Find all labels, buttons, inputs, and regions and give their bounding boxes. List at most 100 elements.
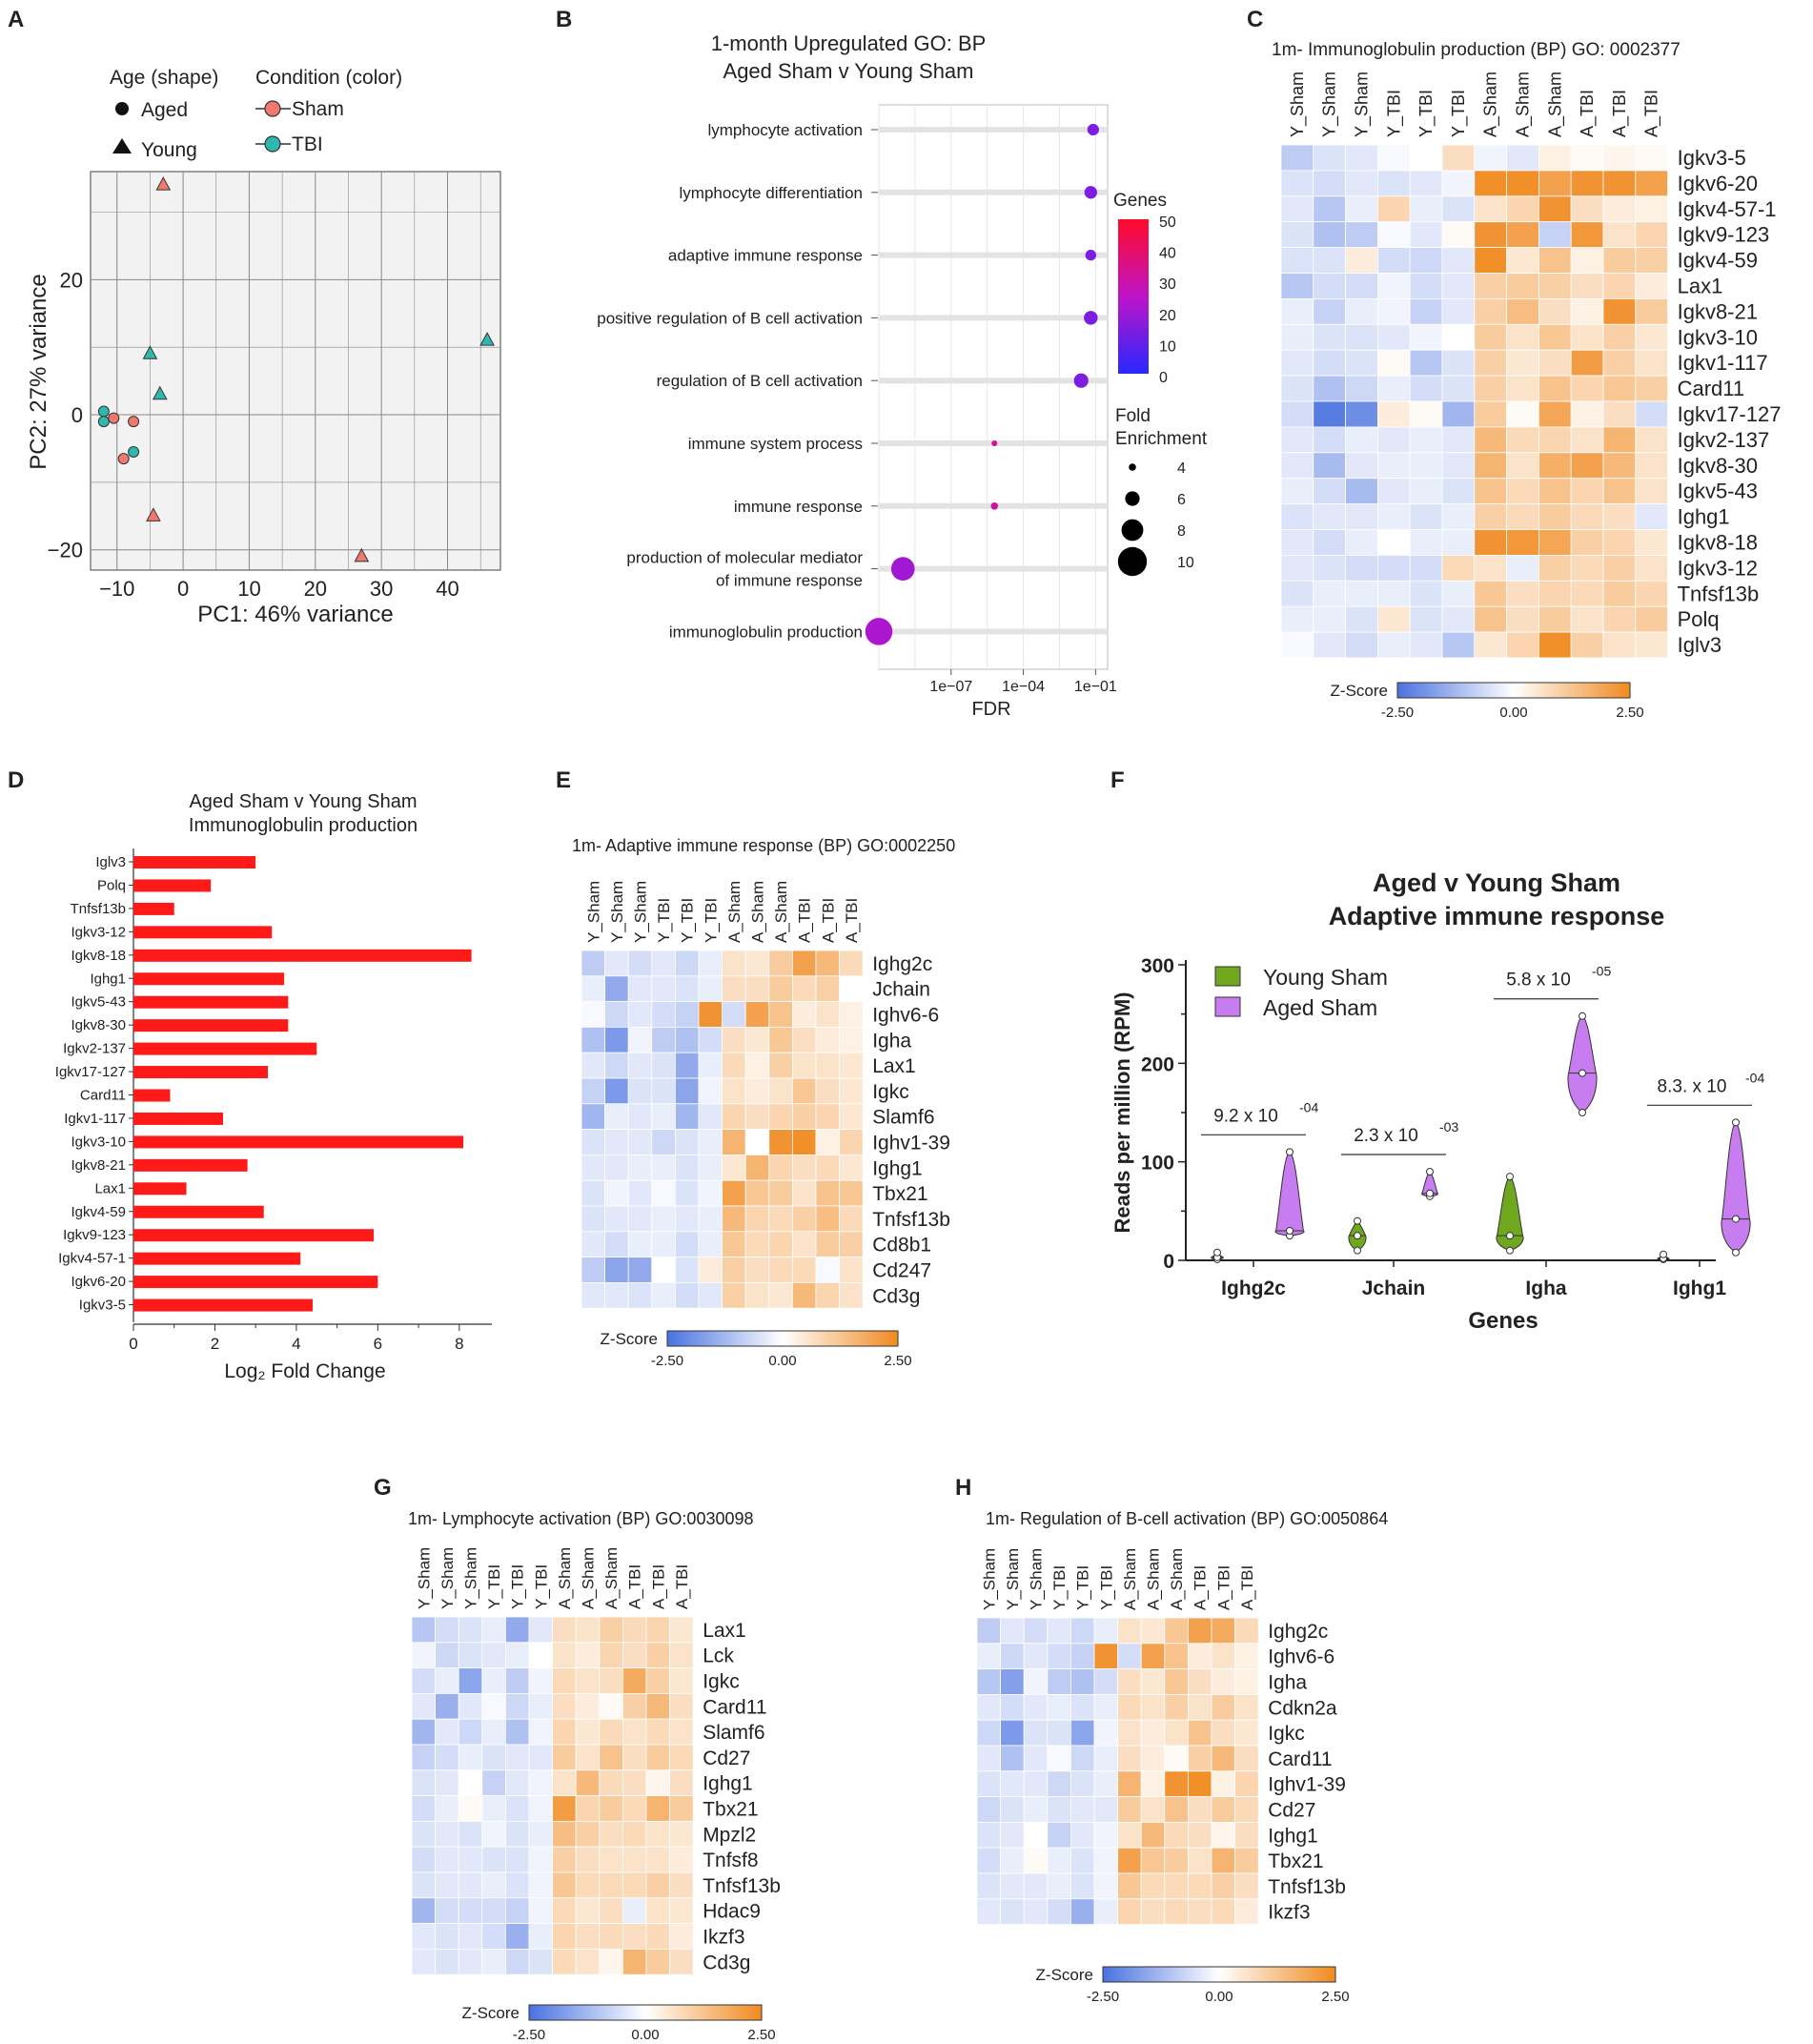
heatmap-cell: [651, 1231, 676, 1258]
heatmap-row-label: Igkv6-20: [1678, 172, 1758, 195]
heatmap-cell: [1377, 195, 1411, 223]
heatmap-cell: [604, 1205, 629, 1233]
pca-legend-tbi-marker: [264, 135, 281, 153]
heatmap-cell: [792, 1205, 817, 1233]
heatmap-row-label: Igha: [872, 1030, 911, 1052]
go-size-title-2: Enrichment: [1115, 429, 1208, 449]
violin-category-label: Ighg2c: [1221, 1278, 1286, 1299]
bar: [133, 1229, 375, 1242]
heatmap-cell: [599, 1642, 623, 1669]
heatmap-cell: [1570, 195, 1604, 223]
heatmap-cell: [1602, 273, 1637, 299]
pca-point-aged: [108, 412, 120, 424]
zscore-tick: 2.50: [747, 2027, 775, 2043]
bar: [133, 902, 174, 915]
heatmap-cell: [1345, 349, 1378, 377]
heatmap-cell: [768, 950, 793, 977]
heatmap-cell: [1377, 503, 1411, 530]
heatmap-cell: [1409, 195, 1443, 223]
heatmap-cell: [1140, 1847, 1166, 1874]
heatmap-cell: [1023, 1694, 1049, 1721]
heatmap-col-label: A_TBI: [673, 1564, 691, 1609]
heatmap-cell: [552, 1769, 577, 1797]
heatmap-cell: [1211, 1898, 1236, 1926]
heatmap-row-label: Ighg1: [703, 1773, 753, 1795]
heatmap-cell: [1506, 580, 1539, 607]
heatmap-row-label: Tbx21: [872, 1183, 927, 1205]
heatmap-cell: [1313, 478, 1347, 505]
heatmap-cell: [1211, 1847, 1236, 1874]
heatmap-cell: [1506, 195, 1539, 223]
heatmap-cell: [599, 1949, 623, 1975]
heatmap-row-label: Card11: [1268, 1748, 1332, 1770]
violin-legend-aged-swatch: [1214, 996, 1241, 1017]
heatmap-cell: [458, 1821, 483, 1848]
heatmap-cell: [1441, 452, 1476, 480]
heatmap-row-label: Igkc: [1268, 1723, 1305, 1745]
heatmap-cell: [627, 950, 653, 977]
heatmap-row-label: Cd3g: [872, 1285, 920, 1307]
heatmap-cell: [1570, 478, 1604, 505]
violin-y-tick: 100: [1141, 1153, 1174, 1175]
zscore-tick: 2.50: [1321, 1989, 1349, 2005]
heatmap-row-label: Card11: [703, 1696, 766, 1718]
violin-pvalue: 9.2 x 10: [1213, 1106, 1278, 1126]
heatmap-cell: [651, 950, 676, 977]
heatmap-cell: [698, 1282, 723, 1309]
heatmap-cell: [839, 1052, 864, 1079]
heatmap-cell: [581, 1001, 606, 1028]
heatmap-cell: [627, 1103, 653, 1131]
heatmap-col-label: A_TBI: [1642, 90, 1662, 137]
heatmap-cell: [1070, 1617, 1095, 1645]
heatmap-cell: [1093, 1898, 1119, 1926]
heatmap-cell: [1441, 605, 1476, 633]
heatmap-cell: [1117, 1872, 1142, 1900]
heatmap-cell: [1313, 426, 1347, 454]
heatmap-col-label: Y_TBI: [1416, 90, 1436, 137]
heatmap-row-label: Igkv2-137: [1678, 428, 1770, 452]
heatmap-cell: [1345, 555, 1378, 582]
heatmap-cell: [575, 1923, 601, 1950]
panel-label-e: E: [556, 767, 571, 793]
violin-aged-point: [1732, 1248, 1740, 1257]
go-x-label: FDR: [971, 699, 1010, 720]
heatmap-cell: [839, 1103, 864, 1131]
heatmap-cell: [698, 1155, 723, 1181]
heatmap-cell: [744, 1282, 770, 1309]
heatmap-row-label: Ighg1: [1678, 505, 1730, 529]
heatmap-cell: [411, 1871, 437, 1899]
heatmap-cell: [552, 1923, 577, 1950]
heatmap-cell: [792, 1103, 817, 1131]
heatmap-cell: [1602, 221, 1637, 248]
heatmap-cell: [645, 1744, 671, 1771]
heatmap-col-label: A_Sham: [1545, 72, 1565, 137]
heatmap-row-label: Jchain: [872, 979, 930, 1001]
go-dot: [1085, 249, 1097, 261]
heatmap-cell: [815, 1231, 841, 1258]
heatmap-cell: [1313, 580, 1347, 607]
zscore-bar: [1396, 682, 1631, 699]
heatmap-cell: [528, 1718, 554, 1746]
bar-subtitle: Immunoglobulin production: [189, 815, 418, 836]
heatmap-row-label: Igkc: [703, 1671, 740, 1693]
heatmap-cell: [1211, 1643, 1236, 1670]
heatmap-cell: [1117, 1770, 1142, 1798]
heatmap-cell: [627, 1231, 653, 1258]
heatmap-cell: [1313, 529, 1347, 556]
bar-category-label: Ighg1: [90, 971, 126, 987]
go-size-value: 4: [1177, 460, 1186, 477]
heatmap-col-label: Y_TBI: [1449, 90, 1469, 137]
heatmap-cell: [627, 1052, 653, 1079]
heatmap-cell: [599, 1821, 623, 1848]
heatmap-cell: [1474, 349, 1508, 377]
go-size-value: 8: [1177, 523, 1186, 540]
bar-category-label: Lax1: [94, 1180, 126, 1196]
heatmap-cell: [627, 1129, 653, 1155]
bar-category-label: Igkv9-123: [63, 1227, 126, 1243]
heatmap-cell: [1023, 1719, 1049, 1747]
pca-x-tick: −10: [99, 577, 134, 601]
heatmap-cell: [815, 1052, 841, 1079]
heatmap-row-label: Mpzl2: [703, 1824, 756, 1846]
heatmap-cell: [1117, 1822, 1142, 1849]
bar: [133, 972, 285, 986]
